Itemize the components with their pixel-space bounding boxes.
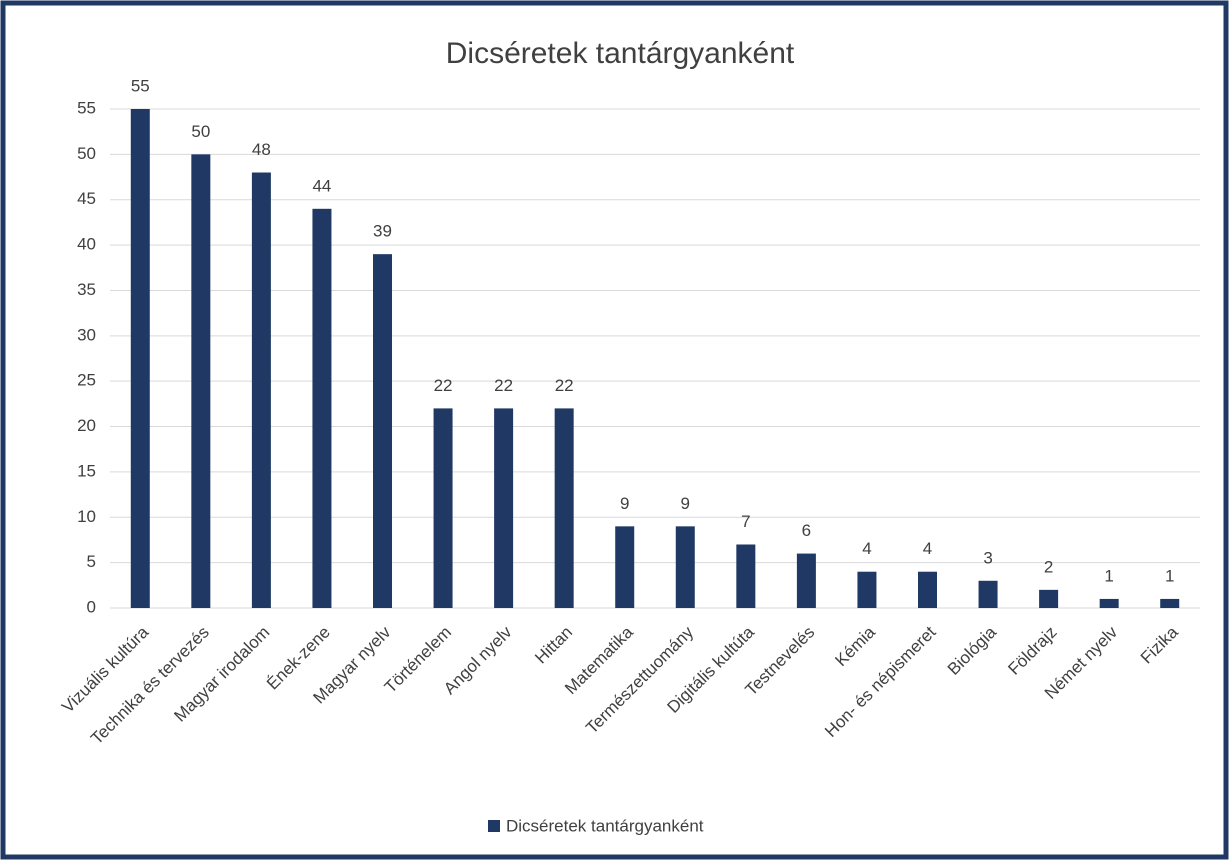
bar <box>251 172 271 608</box>
bar <box>978 580 998 608</box>
bar <box>130 109 150 608</box>
data-label: 9 <box>620 494 629 513</box>
data-label: 55 <box>131 76 150 95</box>
data-label: 4 <box>923 539 932 558</box>
legend-swatch <box>488 820 500 832</box>
y-tick-label: 15 <box>77 461 96 480</box>
bar <box>1039 589 1059 608</box>
legend-label: Dicséretek tantárgyanként <box>506 816 704 835</box>
y-tick-label: 45 <box>77 189 96 208</box>
bar <box>675 526 695 608</box>
data-label: 4 <box>862 539 871 558</box>
data-label: 1 <box>1165 566 1174 585</box>
bar <box>433 408 453 608</box>
bar <box>1099 598 1119 608</box>
data-label: 1 <box>1104 566 1113 585</box>
data-label: 39 <box>373 222 392 241</box>
y-tick-label: 50 <box>77 144 96 163</box>
bar <box>554 408 574 608</box>
y-tick-label: 30 <box>77 325 96 344</box>
bar <box>191 154 211 608</box>
bar <box>312 208 332 609</box>
bar <box>494 408 514 608</box>
chart-title: Dicséretek tantárgyanként <box>446 37 795 70</box>
data-label: 44 <box>312 176 331 195</box>
data-label: 22 <box>434 376 453 395</box>
y-tick-label: 5 <box>87 552 96 571</box>
data-label: 7 <box>741 512 750 531</box>
bar <box>373 254 392 608</box>
data-label: 2 <box>1044 557 1053 576</box>
y-tick-label: 40 <box>77 235 96 254</box>
data-label: 50 <box>191 122 210 141</box>
data-label: 6 <box>802 521 811 540</box>
bar <box>1160 598 1180 608</box>
y-tick-label: 25 <box>77 371 96 390</box>
y-tick-label: 35 <box>77 280 96 299</box>
bar <box>796 553 816 608</box>
data-label: 9 <box>681 494 690 513</box>
data-label: 3 <box>983 548 992 567</box>
y-tick-label: 55 <box>77 98 96 117</box>
data-label: 22 <box>494 376 513 395</box>
y-tick-label: 10 <box>77 507 96 526</box>
bar <box>736 544 756 608</box>
data-label: 22 <box>555 376 574 395</box>
bar <box>615 526 635 608</box>
bar <box>918 571 937 608</box>
bar <box>857 571 877 608</box>
data-label: 48 <box>252 140 271 159</box>
y-tick-label: 0 <box>87 597 96 616</box>
y-tick-label: 20 <box>77 416 96 435</box>
